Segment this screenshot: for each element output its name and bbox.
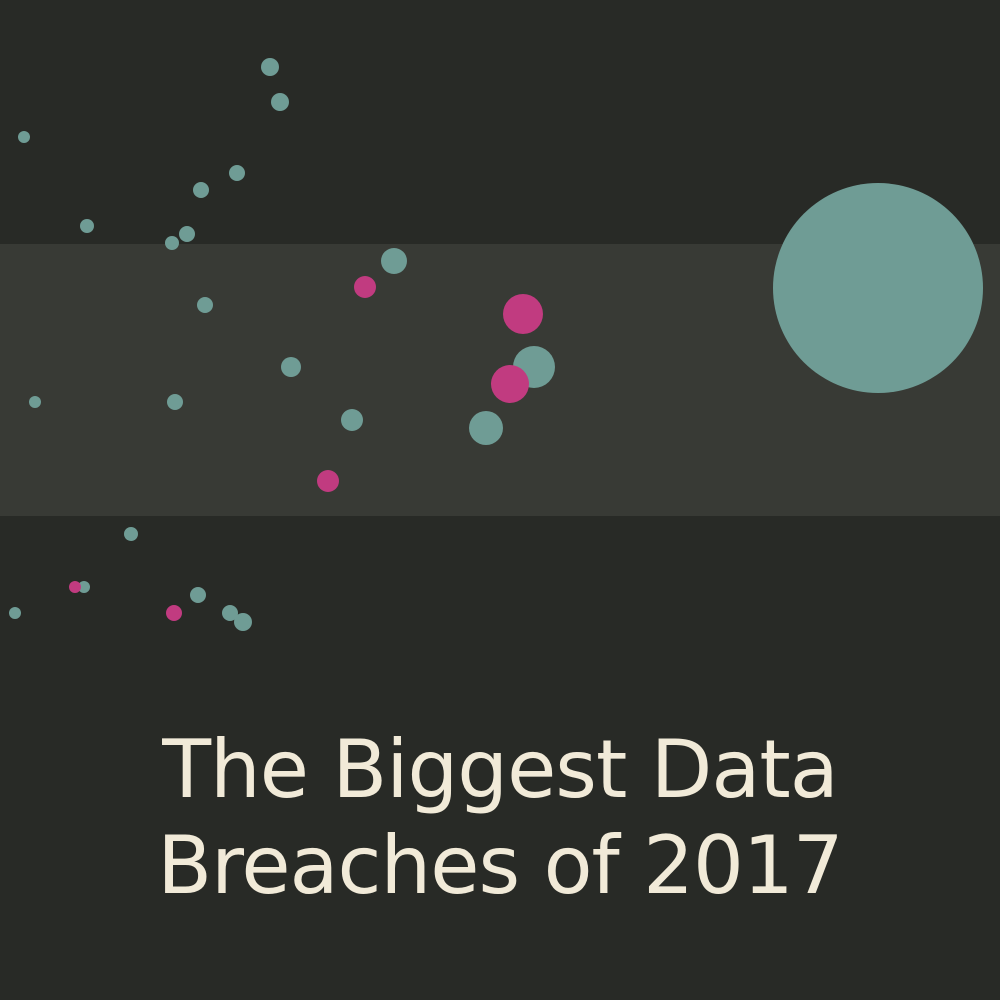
page-title: The Biggest Data Breaches of 2017 — [0, 722, 1000, 914]
teal-bubble-7 — [179, 226, 195, 242]
teal-bubble-13 — [281, 357, 301, 377]
teal-bubble-22 — [222, 605, 238, 621]
teal-bubble-20 — [190, 587, 206, 603]
teal-bubble-11 — [773, 183, 983, 393]
magenta-bubble-3 — [491, 365, 529, 403]
teal-bubble-23 — [234, 613, 252, 631]
magenta-bubble-1 — [354, 276, 376, 298]
title-line-2: Breaches of 2017 — [157, 819, 843, 912]
teal-bubble-9 — [381, 248, 407, 274]
teal-bubble-18 — [124, 527, 138, 541]
teal-bubble-17 — [469, 411, 503, 445]
teal-bubble-4 — [229, 165, 245, 181]
teal-bubble-3 — [18, 131, 30, 143]
teal-bubble-19 — [78, 581, 90, 593]
teal-bubble-5 — [193, 182, 209, 198]
teal-bubble-8 — [165, 236, 179, 250]
title-line-1: The Biggest Data — [162, 723, 839, 816]
magenta-bubble-4 — [317, 470, 339, 492]
magenta-bubble-6 — [166, 605, 182, 621]
teal-bubble-15 — [167, 394, 183, 410]
teal-bubble-14 — [29, 396, 41, 408]
teal-bubble-21 — [9, 607, 21, 619]
teal-bubble-10 — [197, 297, 213, 313]
teal-bubble-16 — [341, 409, 363, 431]
teal-bubble-1 — [261, 58, 279, 76]
teal-bubble-6 — [80, 219, 94, 233]
teal-bubble-2 — [271, 93, 289, 111]
magenta-bubble-2 — [503, 294, 543, 334]
magenta-bubble-5 — [69, 581, 81, 593]
